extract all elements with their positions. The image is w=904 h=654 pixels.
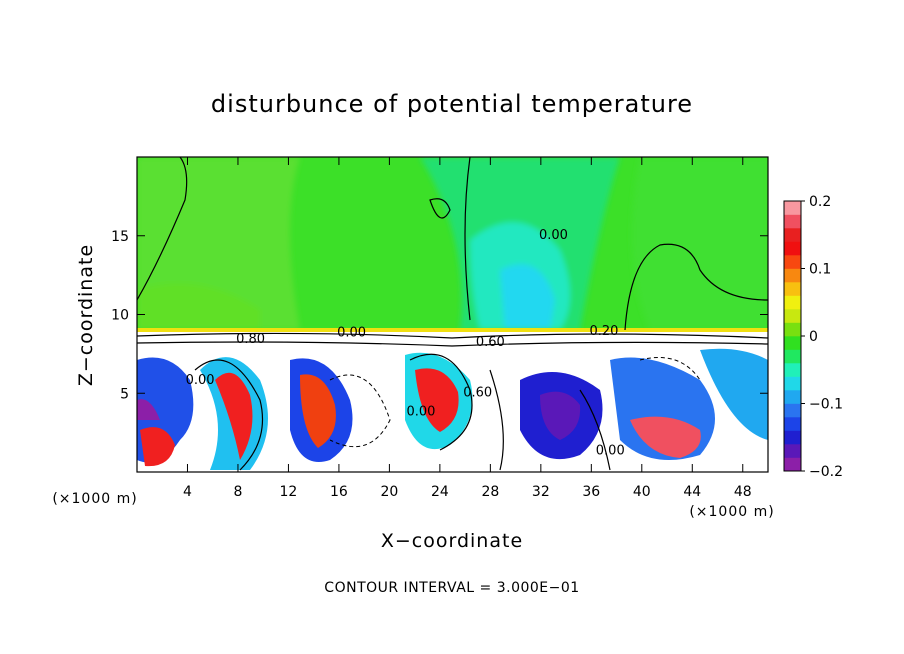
contour-label: 0.60 xyxy=(463,385,492,400)
colorbar xyxy=(784,201,801,472)
x-tick-label: 28 xyxy=(481,484,499,500)
contour-label: 0.00 xyxy=(539,228,568,243)
colorbar-tick-label: −0.2 xyxy=(809,464,843,480)
colorbar-swatch xyxy=(784,322,801,337)
colorbar-swatch xyxy=(784,417,801,431)
x-tick-label: 12 xyxy=(280,484,298,500)
upper-field-variation xyxy=(137,157,768,330)
chart-title: disturbunce of potential temperature xyxy=(211,90,693,118)
x-tick-label: 40 xyxy=(633,484,651,500)
y-tick-label: 5 xyxy=(120,386,129,402)
contour-label: 0.00 xyxy=(186,373,215,388)
colorbar-swatch xyxy=(784,444,801,458)
y-tick-label: 10 xyxy=(111,308,129,324)
interface-band xyxy=(137,328,768,332)
colorbar-swatch xyxy=(784,295,801,310)
colorbar-tick-label: 0.2 xyxy=(809,194,831,210)
contour-label: 0.00 xyxy=(337,326,366,341)
colorbar-tick-label: 0.1 xyxy=(809,262,831,278)
colorbar-tick-label: 0 xyxy=(809,329,818,345)
y-axis: 5 10 15 xyxy=(111,229,768,402)
contour-label: 0.80 xyxy=(236,332,265,347)
colorbar-swatch xyxy=(784,349,801,364)
colorbar-swatch xyxy=(784,390,801,404)
colorbar-swatch xyxy=(784,430,801,445)
x-tick-label: 24 xyxy=(431,484,449,500)
colorbar-swatch xyxy=(784,268,801,283)
contour-label: 0.20 xyxy=(589,324,618,339)
colorbar-swatch xyxy=(784,228,801,242)
contour-labels: 0.00 0.00 0.00 0.00 0.60 0.00 0.20 0.80 0.60 xyxy=(186,228,625,459)
colorbar-swatch xyxy=(784,309,801,323)
contour-label: 0.00 xyxy=(406,404,435,419)
colorbar-swatch xyxy=(784,241,801,256)
dashed-contours xyxy=(329,357,701,448)
plot-area xyxy=(137,157,768,472)
x-tick-label: 32 xyxy=(532,484,550,500)
colorbar-swatch xyxy=(784,214,801,229)
lower-field-eddies xyxy=(137,348,768,470)
x-tick-label: 44 xyxy=(683,484,701,500)
y-tick-label: 15 xyxy=(111,229,129,245)
x-tick-label: 48 xyxy=(734,484,752,500)
x-tick-label: 20 xyxy=(380,484,398,500)
y-axis-label: Z−coordinate xyxy=(75,244,97,386)
x-tick-label: 16 xyxy=(330,484,348,500)
colorbar-tick-label: −0.1 xyxy=(809,397,843,413)
colorbar-swatch xyxy=(784,336,801,350)
colorbar-swatch xyxy=(784,376,801,391)
colorbar-swatch xyxy=(784,363,801,377)
colorbar-ticks: 0.2 0.1 0 −0.1 −0.2 xyxy=(801,194,843,480)
contour-lines xyxy=(137,157,768,471)
colorbar-swatch xyxy=(784,457,801,472)
colorbar-swatch xyxy=(784,282,801,296)
x-axis: 4 8 12 16 20 24 28 32 36 40 44 48 xyxy=(183,157,752,500)
contour-label: 0.60 xyxy=(476,335,505,350)
x-axis-label: X−coordinate xyxy=(381,530,523,552)
x-tick-label: 36 xyxy=(582,484,600,500)
x-tick-label: 4 xyxy=(183,484,192,500)
x-tick-label: 8 xyxy=(233,484,242,500)
colorbar-swatch xyxy=(784,201,801,215)
colorbar-swatch xyxy=(784,255,801,269)
contour-label: 0.00 xyxy=(596,444,625,459)
colorbar-swatch xyxy=(784,403,801,418)
y-axis-unit: (×1000 m) xyxy=(52,491,137,507)
contour-interval-note: CONTOUR INTERVAL = 3.000E−01 xyxy=(324,580,579,596)
x-axis-unit: (×1000 m) xyxy=(689,504,774,520)
